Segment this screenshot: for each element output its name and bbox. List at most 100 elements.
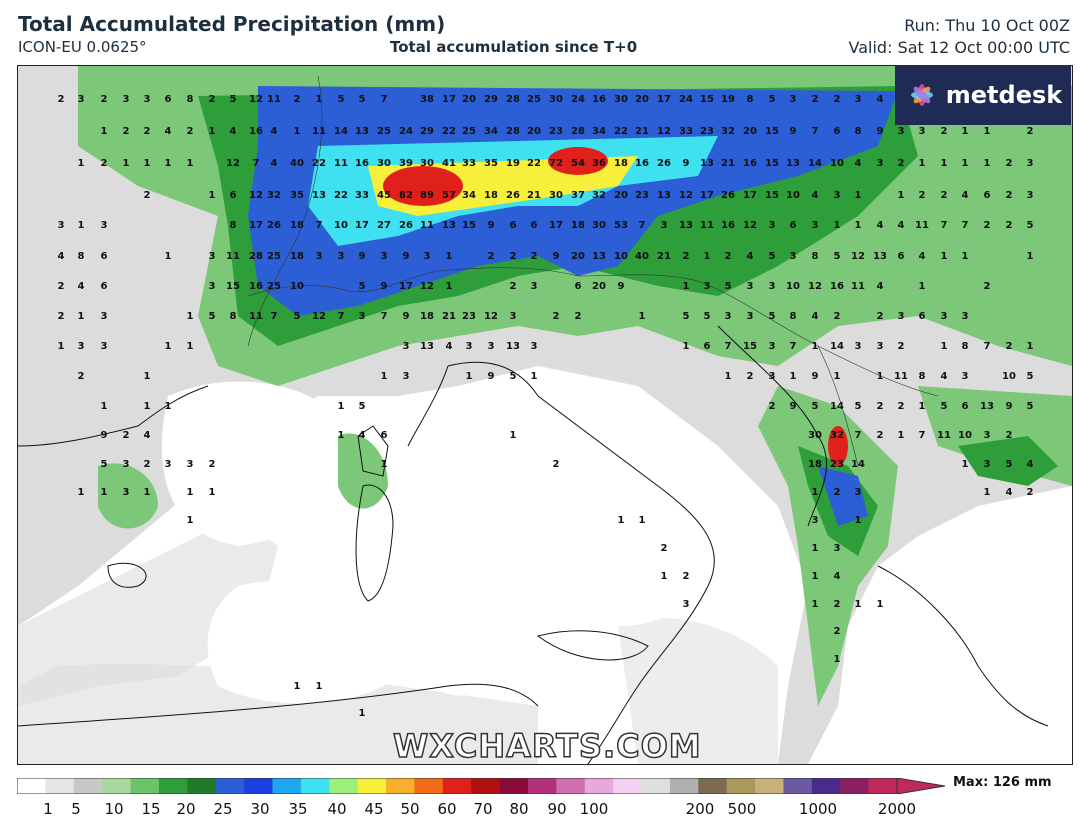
precip-value: 33 bbox=[355, 190, 369, 201]
precip-value: 9 bbox=[790, 126, 797, 137]
precip-value: 23 bbox=[830, 459, 844, 470]
precip-value: 1 bbox=[812, 341, 819, 352]
precip-value: 2 bbox=[1006, 158, 1013, 169]
precip-value: 13 bbox=[420, 341, 434, 352]
precip-value: 6 bbox=[531, 220, 538, 231]
precip-value: 26 bbox=[267, 220, 281, 231]
precip-value: 7 bbox=[338, 311, 345, 322]
precip-value: 3 bbox=[747, 311, 754, 322]
precip-value: 3 bbox=[769, 281, 776, 292]
precip-value: 1 bbox=[144, 371, 151, 382]
precip-value: 3 bbox=[769, 341, 776, 352]
watermark: WXCHARTS.COM bbox=[392, 726, 702, 766]
precip-value: 6 bbox=[575, 281, 582, 292]
precip-value: 18 bbox=[484, 190, 498, 201]
precip-value: 30 bbox=[420, 158, 434, 169]
precip-value: 4 bbox=[834, 571, 841, 582]
precip-value: 1 bbox=[812, 487, 819, 498]
precip-value: 3 bbox=[834, 543, 841, 554]
colorbar-cell bbox=[329, 778, 359, 794]
precip-value: 14 bbox=[830, 401, 844, 412]
precip-value: 33 bbox=[462, 158, 476, 169]
precip-value: 9 bbox=[553, 251, 560, 262]
precip-value: 17 bbox=[399, 281, 413, 292]
clear-layer bbox=[161, 381, 718, 704]
colorbar-tick-label: 1000 bbox=[798, 800, 838, 818]
precip-value: 2 bbox=[144, 459, 151, 470]
precip-value: 3 bbox=[855, 341, 862, 352]
colorbar-cell bbox=[698, 778, 728, 794]
precip-value: 26 bbox=[399, 220, 413, 231]
precip-value: 7 bbox=[316, 220, 323, 231]
precip-value: 23 bbox=[462, 311, 476, 322]
precip-value: 13 bbox=[786, 158, 800, 169]
precip-value: 1 bbox=[725, 371, 732, 382]
colorbar-cell bbox=[755, 778, 784, 794]
precip-value: 7 bbox=[381, 94, 388, 105]
run-time: Run: Thu 10 Oct 00Z bbox=[904, 16, 1070, 35]
precip-value: 20 bbox=[592, 281, 606, 292]
precip-value: 16 bbox=[355, 158, 369, 169]
precip-value: 1 bbox=[941, 158, 948, 169]
precip-value: 2 bbox=[898, 158, 905, 169]
precip-value: 3 bbox=[466, 341, 473, 352]
precip-value: 1 bbox=[962, 158, 969, 169]
precip-value: 29 bbox=[420, 126, 434, 137]
precip-value: 10 bbox=[1002, 371, 1016, 382]
colorbar-tick-label: 45 bbox=[364, 800, 384, 818]
colorbar-tick-label: 500 bbox=[727, 800, 757, 818]
precip-value: 1 bbox=[984, 487, 991, 498]
precip-value: 6 bbox=[919, 311, 926, 322]
precip-value: 17 bbox=[743, 190, 757, 201]
colorbar-tick-label: 90 bbox=[547, 800, 567, 818]
precip-value: 15 bbox=[765, 190, 779, 201]
precip-value: 1 bbox=[834, 654, 841, 665]
colorbar-cell bbox=[187, 778, 217, 794]
precip-value: 20 bbox=[571, 251, 585, 262]
colorbar-tick-label: 15 bbox=[141, 800, 161, 818]
precip-value: 6 bbox=[790, 220, 797, 231]
precip-value: 14 bbox=[808, 158, 822, 169]
precip-value: 12 bbox=[679, 190, 693, 201]
precip-value: 5 bbox=[834, 251, 841, 262]
precip-value: 1 bbox=[877, 371, 884, 382]
precip-value: 2 bbox=[575, 311, 582, 322]
precip-value: 9 bbox=[618, 281, 625, 292]
precip-value: 12 bbox=[420, 281, 434, 292]
precip-value: 1 bbox=[123, 158, 130, 169]
precip-value: 2 bbox=[144, 190, 151, 201]
precip-value: 2 bbox=[294, 94, 301, 105]
precip-value: 9 bbox=[812, 371, 819, 382]
precip-value: 2 bbox=[123, 430, 130, 441]
precip-value: 1 bbox=[294, 681, 301, 692]
precip-value: 4 bbox=[812, 190, 819, 201]
precip-value: 3 bbox=[165, 459, 172, 470]
precip-value: 39 bbox=[399, 158, 413, 169]
precip-value: 6 bbox=[834, 126, 841, 137]
precipitation-map[interactable]: 2 3 2 3 3 6 8 2 5 12 11 2 1 5 5 7 38 17 20 29 28 25 30 24 16 30 20… bbox=[17, 65, 1073, 765]
precip-value: 17 bbox=[249, 220, 263, 231]
precip-value: 28 bbox=[506, 126, 520, 137]
precip-value: 1 bbox=[187, 487, 194, 498]
colorbar-tick-label: 100 bbox=[579, 800, 609, 818]
precip-value: 14 bbox=[334, 126, 348, 137]
precip-value: 6 bbox=[962, 401, 969, 412]
colorbar-cell bbox=[158, 778, 188, 794]
precip-value: 37 bbox=[571, 190, 585, 201]
precip-value: 1 bbox=[1027, 251, 1034, 262]
precip-value: 2 bbox=[123, 126, 130, 137]
precip-value: 2 bbox=[834, 311, 841, 322]
colorbar-tick-label: 30 bbox=[250, 800, 270, 818]
precip-value: 32 bbox=[721, 126, 735, 137]
precip-value: 18 bbox=[420, 311, 434, 322]
precip-value: 5 bbox=[855, 401, 862, 412]
precip-value: 32 bbox=[267, 190, 281, 201]
precip-value: 2 bbox=[683, 571, 690, 582]
precip-value: 4 bbox=[877, 281, 884, 292]
precip-value: 8 bbox=[187, 94, 194, 105]
precip-value: 5 bbox=[359, 281, 366, 292]
precip-value: 19 bbox=[506, 158, 520, 169]
precip-value: 11 bbox=[915, 220, 929, 231]
precip-value: 10 bbox=[786, 281, 800, 292]
precip-value: 2 bbox=[187, 126, 194, 137]
